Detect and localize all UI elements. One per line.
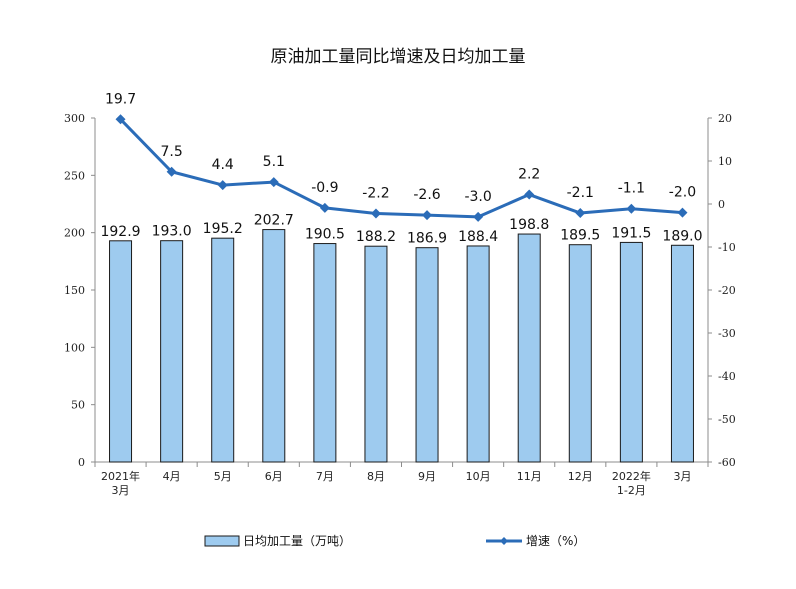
bar xyxy=(364,245,388,463)
line-point xyxy=(217,180,228,191)
y-left-tick-label: 150 xyxy=(64,284,85,297)
series-line xyxy=(119,118,683,219)
y-right-tick-label: -50 xyxy=(718,413,736,426)
line-data-label: 19.7 xyxy=(105,91,136,107)
bar-data-label: 186.9 xyxy=(407,231,447,247)
bar xyxy=(670,244,694,463)
x-tick-label: 12月 xyxy=(568,470,593,483)
bar-data-label: 188.4 xyxy=(458,229,498,245)
x-tick-label: 5月 xyxy=(214,470,232,483)
y-right-tick-label: -40 xyxy=(718,370,736,383)
y-right-tick-label: 10 xyxy=(718,155,732,168)
line-data-label: -2.0 xyxy=(669,185,696,201)
bar xyxy=(415,247,439,463)
line-point xyxy=(524,189,535,200)
y-right-tick-label: -10 xyxy=(718,241,736,254)
line-data-label: -2.2 xyxy=(362,185,389,201)
bar xyxy=(160,240,184,463)
x-tick-label: 8月 xyxy=(367,470,385,483)
x-tick-label: 10月 xyxy=(466,470,491,483)
x-tick-label: 11月 xyxy=(517,470,542,483)
bar-data-label: 192.9 xyxy=(100,224,140,240)
y-right-tick-label: -30 xyxy=(718,327,736,340)
y-right-tick-label: -60 xyxy=(718,456,736,469)
line-point xyxy=(319,202,330,213)
line-data-label: -3.0 xyxy=(464,189,491,205)
x-tick-label: 4月 xyxy=(163,470,181,483)
line-data-label: -2.6 xyxy=(413,187,440,203)
line-point xyxy=(115,114,126,125)
bar-data-label: 190.5 xyxy=(305,227,345,243)
line-point xyxy=(626,203,637,214)
legend-bar-label: 日均加工量（万吨） xyxy=(243,534,351,548)
line-data-label: -0.9 xyxy=(311,180,338,196)
axes: 0 50 100 150 200 250 300 -60 -50 -40 -30 -20 -10 0 10 2… xyxy=(64,112,736,497)
bar-data-label: 189.5 xyxy=(560,228,600,244)
x-tick-label: 9月 xyxy=(418,470,436,483)
bar-data-label: 193.0 xyxy=(152,224,192,240)
bar-data-label: 198.8 xyxy=(509,217,549,233)
line-point xyxy=(575,208,586,219)
y-left-tick-label: 300 xyxy=(64,112,85,125)
legend-line-label: 增速（%） xyxy=(526,534,585,548)
bar xyxy=(313,243,337,463)
line-point xyxy=(166,166,177,177)
y-left-tick-label: 50 xyxy=(71,399,85,412)
bar xyxy=(466,245,490,463)
line-data-label: 7.5 xyxy=(160,144,182,160)
y-right-tick-label: 20 xyxy=(718,112,732,125)
line-point xyxy=(677,207,688,218)
bar xyxy=(262,229,286,463)
x-tick-label: 7月 xyxy=(316,470,334,483)
line-data-label: 5.1 xyxy=(263,154,285,170)
line-series: 19.7 7.5 4.4 5.1 -0.9 -2.2 -2.6 -3.0 2.2 -2.1 -1.1… xyxy=(105,91,696,222)
chart-title: 原油加工量同比增速及日均加工量 xyxy=(271,47,526,67)
y-right-tick-label: -20 xyxy=(718,284,736,297)
line-data-label: 2.2 xyxy=(518,167,540,183)
bar-data-label: 202.7 xyxy=(254,213,294,229)
line-point xyxy=(473,211,484,222)
x-tick-label: 3月 xyxy=(673,470,691,483)
legend: 日均加工量（万吨） 增速（%） xyxy=(204,534,585,548)
x-tick-label: 6月 xyxy=(265,470,283,483)
legend-line-marker xyxy=(500,537,508,545)
bar-series: 192.9 193.0 195.2 202.7 190.5 188.2 186.9 188.4… xyxy=(100,213,703,463)
y-left-tick-label: 200 xyxy=(64,227,85,240)
bar xyxy=(517,233,541,463)
bar-data-label: 189.0 xyxy=(662,228,702,244)
y-left-tick-label: 100 xyxy=(64,341,85,354)
legend-bar-swatch xyxy=(204,535,240,547)
x-tick-label: 2021年 3月 xyxy=(101,469,140,497)
line-point xyxy=(422,210,433,221)
line-data-label: 4.4 xyxy=(212,157,234,173)
y-right-tick-label: 0 xyxy=(718,198,725,211)
line-data-label: -2.1 xyxy=(567,185,594,201)
bar xyxy=(109,240,133,463)
bar-data-label: 191.5 xyxy=(611,225,651,241)
bar-data-label: 188.2 xyxy=(356,229,396,245)
bar xyxy=(619,241,643,463)
line-point xyxy=(268,177,279,188)
bar-data-label: 195.2 xyxy=(203,221,243,237)
x-tick-label: 2022年 1-2月 xyxy=(612,469,651,497)
line-data-label: -1.1 xyxy=(618,181,645,197)
bar xyxy=(211,237,235,463)
y-left-tick-label: 0 xyxy=(78,456,85,469)
line-point xyxy=(370,208,381,219)
y-left-tick-label: 250 xyxy=(64,169,85,182)
bar xyxy=(568,244,592,463)
